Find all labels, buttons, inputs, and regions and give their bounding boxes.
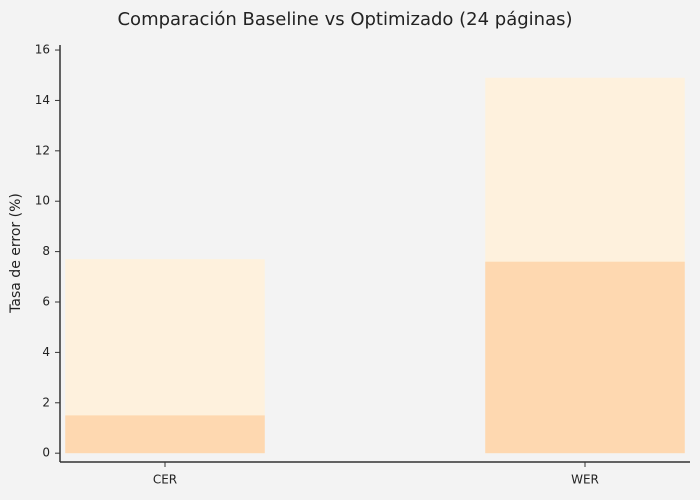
y-tick-label: 4 [42, 345, 50, 359]
x-tick-label: CER [153, 473, 177, 487]
y-tick-label: 2 [42, 395, 50, 409]
y-tick-label: 6 [42, 295, 50, 309]
y-axis-label: Tasa de error (%) [8, 193, 24, 314]
y-tick-label: 10 [35, 194, 50, 208]
x-tick-label: WER [571, 473, 599, 487]
y-tick-label: 8 [42, 244, 50, 258]
bar [65, 415, 265, 454]
bar [485, 261, 685, 454]
y-tick-label: 0 [42, 446, 50, 460]
y-tick-label: 14 [35, 93, 50, 107]
y-tick-label: 12 [35, 143, 50, 157]
y-tick-label: 16 [35, 43, 50, 57]
chart-title: Comparación Baseline vs Optimizado (24 p… [117, 9, 572, 30]
